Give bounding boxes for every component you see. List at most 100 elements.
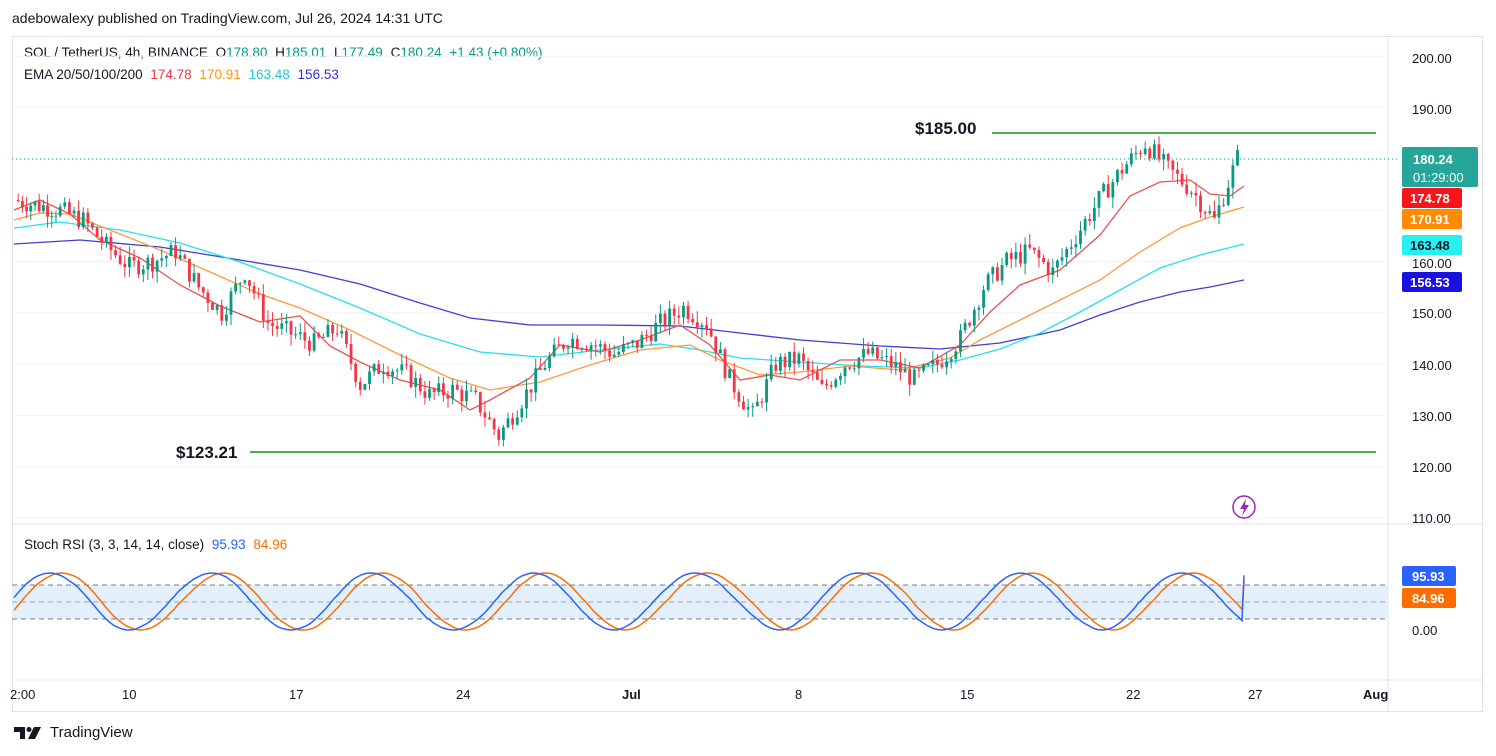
price-tick: 200.00 [1412,51,1452,66]
candle-body [1180,173,1184,185]
candle-body [469,390,473,392]
candle-body [432,388,436,393]
stoch-k-value: 95.93 [211,537,246,552]
time-tick: 8 [795,687,802,702]
candle-body [663,313,667,326]
candle-body [1125,164,1129,174]
candle-body [86,212,90,224]
candle-body [248,280,251,287]
candle-body [945,361,949,368]
ema200-badge-value: 156.53 [1410,275,1450,290]
candle-body [312,333,316,351]
ema-legend[interactable]: EMA 20/50/100/200 174.78 170.91 163.48 1… [24,67,343,82]
candle-body [280,323,284,329]
candle-body [446,395,450,399]
candle-body [982,290,985,308]
candle-body [543,368,547,370]
candle-body [1069,247,1073,249]
ema20-badge-value: 174.78 [1410,191,1450,206]
lightning-icon[interactable] [1232,495,1256,519]
candle-body [538,368,542,370]
last-price-badge: 180.24 01:29:00 [1402,147,1478,187]
candle-body [46,205,49,217]
candle-body [622,343,625,352]
candle-body [428,388,431,398]
candle-body [686,305,690,320]
candle-body [1102,184,1105,192]
candle-body [81,212,85,228]
candle-body [608,350,611,357]
candle-body [1166,154,1170,161]
candle-body [862,348,865,358]
candle-body [857,357,861,369]
chart-frame[interactable] [12,36,1483,712]
stoch-k-badge-value: 95.93 [1412,569,1445,584]
resistance-label: $185.00 [915,119,976,138]
candle-body [340,331,344,334]
stoch-legend[interactable]: Stoch RSI (3, 3, 14, 14, close) 95.93 84… [24,537,291,552]
candle-body [515,417,519,425]
candle-body [691,319,695,323]
price-tick: 140.00 [1412,358,1452,373]
brand-name: TradingView [50,724,133,741]
candle-body [501,427,505,440]
candle-body [118,255,122,264]
candle-body [718,349,722,354]
candle-body [935,360,939,365]
candle-body [1014,251,1018,260]
candle-body [460,389,464,402]
candle-body [552,344,556,357]
candle-body [760,401,764,403]
candle-body [206,292,210,303]
time-tick: 17 [289,687,303,702]
candle-body [72,210,76,214]
stoch-axis-tick: 0.00 [1412,623,1437,638]
stoch-k-line [13,572,1245,631]
candle-body [908,369,912,385]
candle-body [1074,244,1078,248]
candle-body [294,334,298,336]
candle-body [201,287,205,293]
stoch-d-badge-value: 84.96 [1412,591,1445,606]
stoch-k-badge: 95.93 [1402,566,1456,586]
candle-body [562,344,565,349]
candle-body [511,418,515,425]
candle-body [585,348,588,351]
candle-body [571,338,575,348]
ema100-badge-value: 163.48 [1410,238,1450,253]
candle-body [1111,182,1115,198]
candle-body [917,369,921,371]
time-tick: Aug [1363,687,1388,702]
candle-body [285,321,288,324]
candle-body [1176,169,1179,174]
candle-body [1065,248,1069,258]
candle-body [963,322,967,331]
ema50-badge-value: 170.91 [1410,212,1450,227]
candle-body [959,330,962,352]
tradingview-footer[interactable]: TradingView [14,724,133,741]
open-label: O [215,45,227,60]
countdown-value: 01:29:00 [1413,170,1464,185]
candle-body [797,353,801,364]
candle-body [465,390,468,402]
candle-body [682,305,685,318]
candle-body [141,269,145,275]
candle-body [16,199,20,202]
candle-body [811,370,815,373]
candle-body [132,257,136,261]
close-label: C [390,45,401,60]
candle-body [751,406,755,408]
candle-body [128,257,131,268]
candle-body [594,345,598,347]
candle-body [266,320,270,324]
candle-body [668,308,672,326]
candle-body [331,324,334,334]
candle-body [580,348,584,350]
candle-body [37,201,41,211]
candle-body [617,351,621,355]
candle-body [178,255,182,259]
candle-body [866,348,870,354]
candle-body [409,365,413,387]
candle-body [1236,149,1239,166]
